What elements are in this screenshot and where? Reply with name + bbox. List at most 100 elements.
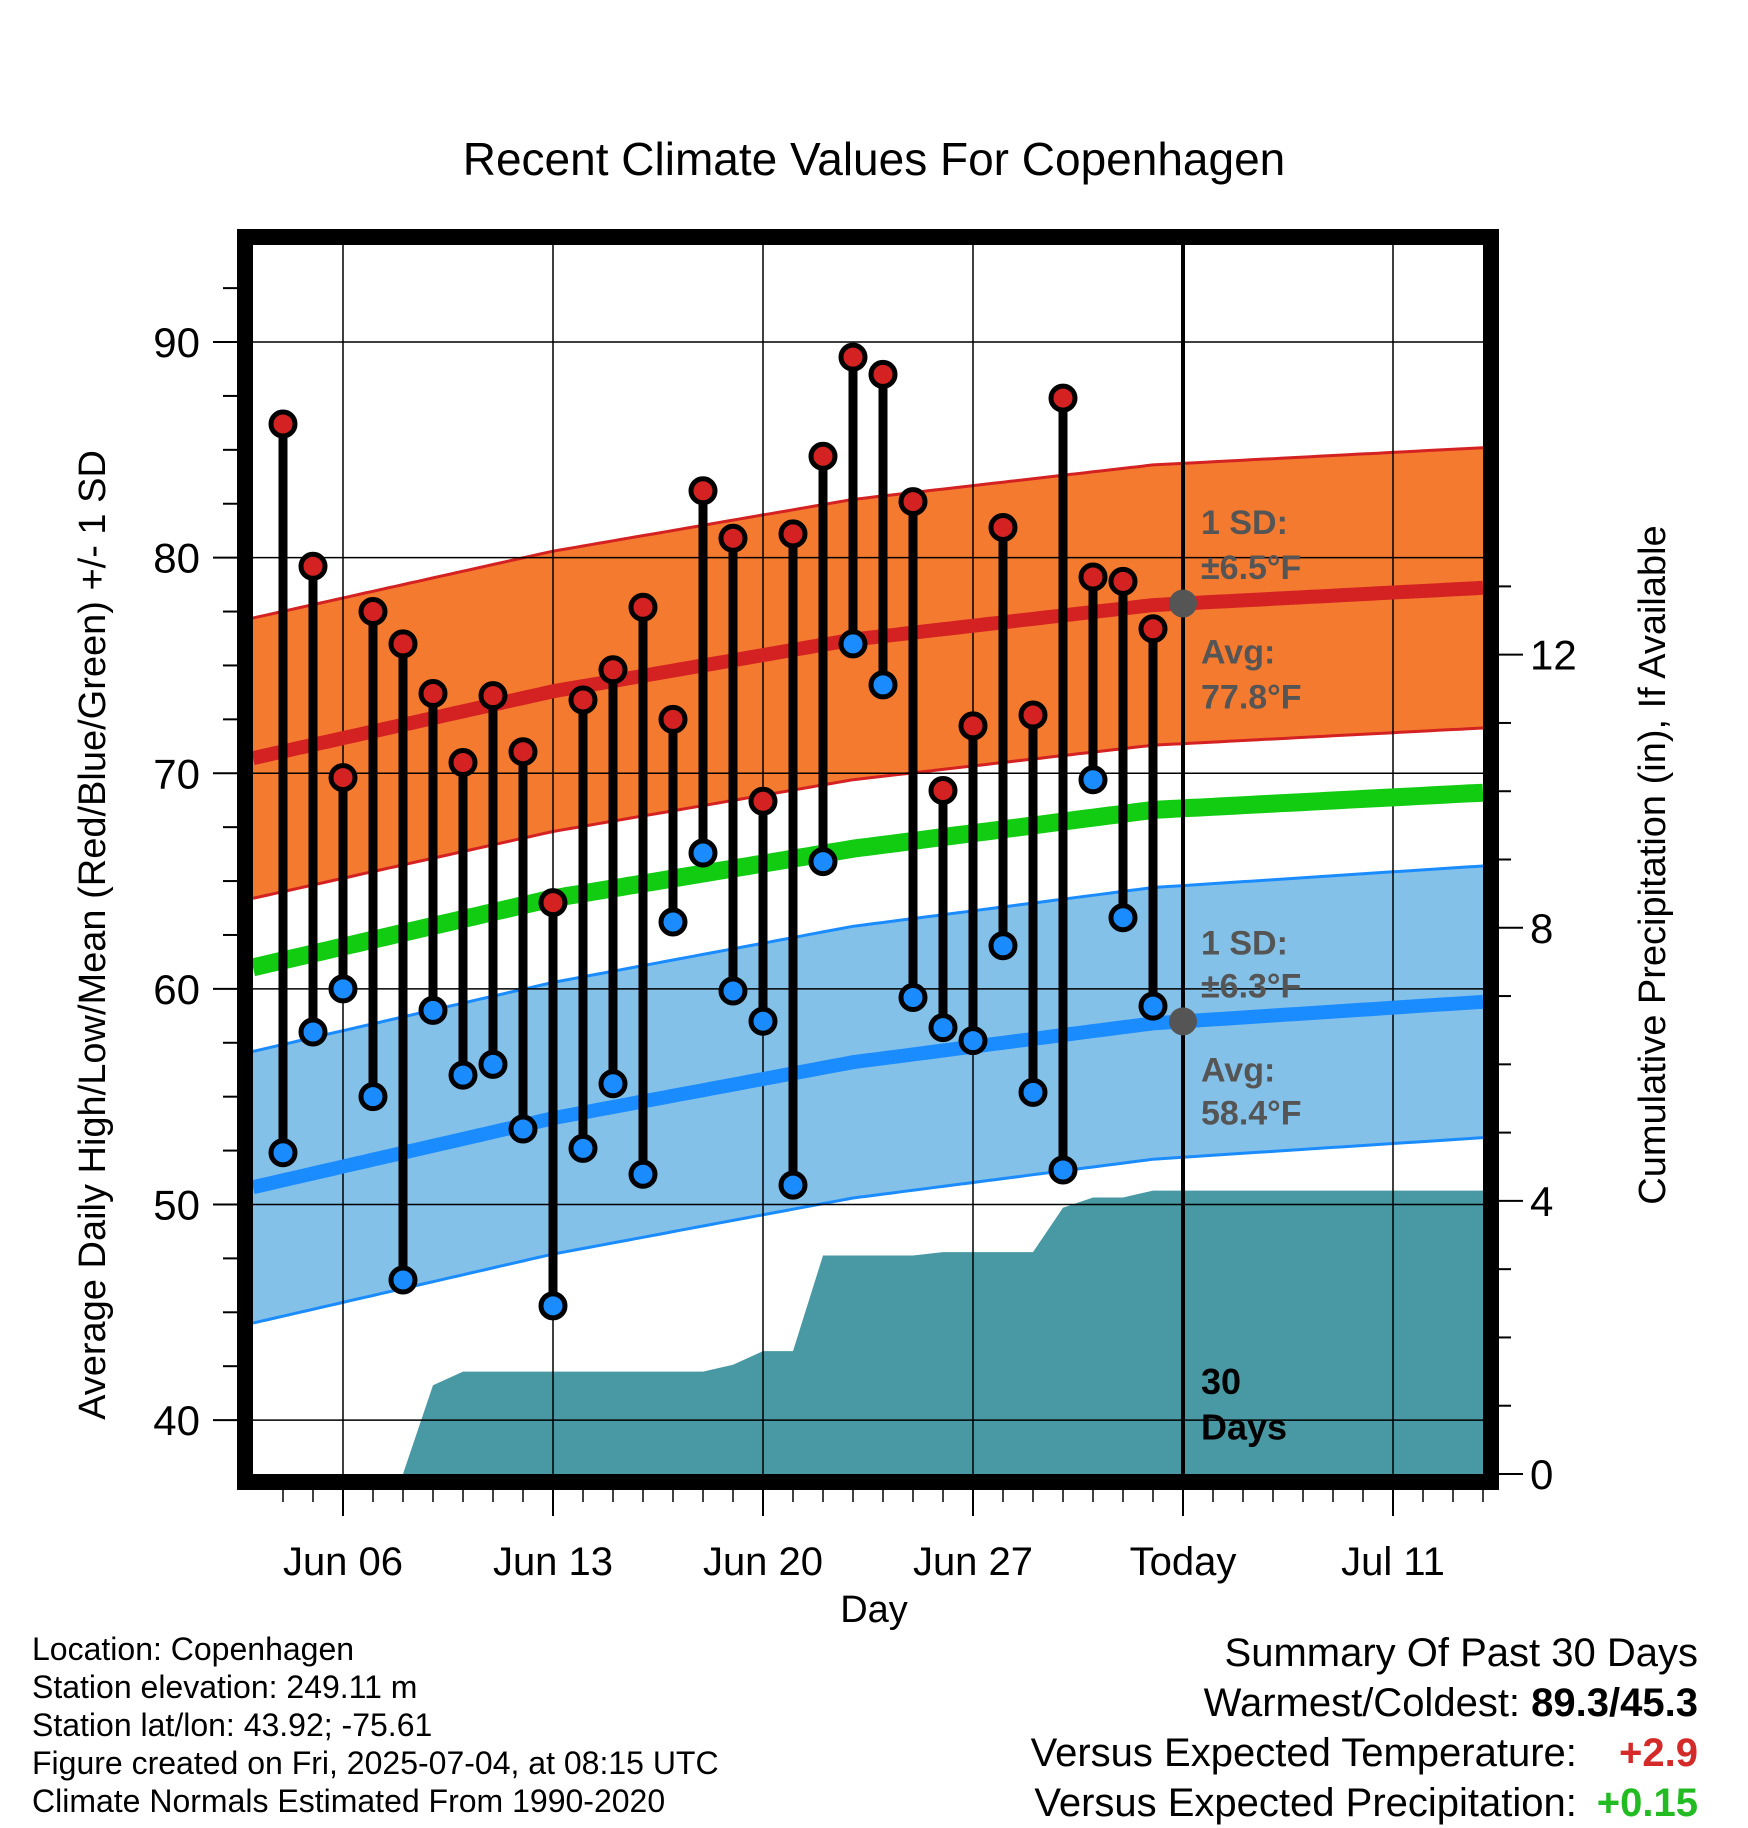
high-point xyxy=(538,888,568,918)
low-point xyxy=(358,1082,388,1112)
low-point xyxy=(328,974,358,1004)
low-point xyxy=(958,1026,988,1056)
plot-frame xyxy=(237,229,1499,1490)
low-point xyxy=(1108,903,1138,933)
y-axis-label: Average Daily High/Low/Mean (Red/Blue/Gr… xyxy=(72,450,114,1420)
high-point xyxy=(898,487,928,517)
created-text: Figure created on Fri, 2025-07-04, at 08… xyxy=(32,1745,719,1781)
low-point xyxy=(268,1138,298,1168)
low-avg-marker xyxy=(1169,1007,1197,1036)
high-point xyxy=(988,512,1018,542)
low-point xyxy=(508,1114,538,1144)
low-point xyxy=(718,976,748,1006)
low-point xyxy=(1138,991,1168,1021)
x-tick-label: Today xyxy=(1130,1540,1237,1584)
precip-label: Versus Expected Precipitation: xyxy=(1034,1781,1577,1825)
warmest-value: 89.3/45.3 xyxy=(1531,1681,1698,1725)
low-point xyxy=(928,1013,958,1043)
low-point xyxy=(868,670,898,700)
y2-tick-label: 0 xyxy=(1530,1451,1553,1498)
high-point xyxy=(628,592,658,622)
y-tick-label: 80 xyxy=(153,535,200,582)
high-point xyxy=(958,711,988,741)
low-sd-label: 1 SD: xyxy=(1201,924,1288,962)
low-point xyxy=(748,1006,778,1036)
high-point xyxy=(868,359,898,389)
high-point xyxy=(1048,383,1078,413)
low-point xyxy=(628,1159,658,1189)
low-normal-line xyxy=(253,994,1483,1195)
low-point xyxy=(598,1069,628,1099)
summary-panel: Summary Of Past 30 Days Warmest/Coldest:… xyxy=(1031,1628,1698,1828)
x-tick-label: Jun 27 xyxy=(913,1540,1033,1584)
high-point xyxy=(1078,562,1108,592)
axes: 40 50 60 70 80 90 0 4 8 12 Jun 06 Jun 13 Jun 20 Jun 2… xyxy=(153,229,1577,1584)
low-point xyxy=(298,1017,328,1047)
x-tick-label: Jun 06 xyxy=(283,1540,403,1584)
high-avg-value: 77.8°F xyxy=(1201,679,1302,717)
period-label-line2: Days xyxy=(1201,1407,1287,1448)
y2-tick-label: 4 xyxy=(1530,1178,1553,1225)
high-sd-upper-edge xyxy=(253,446,1483,620)
summary-warmest-row: Warmest/Coldest: 89.3/45.3 xyxy=(1031,1678,1698,1728)
high-point xyxy=(508,737,538,767)
high-sd-band xyxy=(253,447,1483,899)
elevation-text: Station elevation: 249.11 m xyxy=(32,1669,418,1705)
low-point xyxy=(808,847,838,877)
location-text: Location: Copenhagen xyxy=(32,1631,355,1667)
x-tick-label: Jun 20 xyxy=(703,1540,823,1584)
mean-normal-line xyxy=(253,783,1483,977)
high-point xyxy=(298,551,328,581)
x-axis-label: Day xyxy=(840,1589,908,1631)
high-sd-value: ±6.5°F xyxy=(1201,549,1301,587)
precip-area xyxy=(343,1190,1483,1474)
low-point xyxy=(1078,765,1108,795)
high-avg-marker xyxy=(1169,589,1197,618)
high-point xyxy=(748,786,778,816)
low-point xyxy=(688,838,718,868)
low-sd-value: ±6.3°F xyxy=(1201,967,1301,1005)
low-point xyxy=(1018,1077,1048,1107)
low-point xyxy=(538,1291,568,1321)
y2-tick-label: 12 xyxy=(1530,632,1577,679)
temp-label: Versus Expected Temperature: xyxy=(1030,1731,1577,1775)
low-point xyxy=(388,1265,418,1295)
summary-title: Summary Of Past 30 Days xyxy=(1224,1631,1698,1675)
y2-axis-label: Cumulative Precipitation (in), If Availa… xyxy=(1632,525,1674,1204)
x-tick-label: Jul 11 xyxy=(1341,1540,1445,1584)
low-point xyxy=(658,907,688,937)
high-point xyxy=(658,704,688,734)
low-point xyxy=(838,629,868,659)
high-point xyxy=(778,519,808,549)
high-point xyxy=(418,678,448,708)
high-point xyxy=(928,776,958,806)
warmest-label: Warmest/Coldest: xyxy=(1203,1681,1521,1725)
summary-temp-row: Versus Expected Temperature: +2.9 xyxy=(1031,1728,1698,1778)
high-point xyxy=(718,523,748,553)
y-tick-label: 60 xyxy=(153,966,200,1013)
low-sd-lower-edge xyxy=(253,1136,1483,1325)
period-label-line1: 30 xyxy=(1201,1361,1241,1402)
high-sd-label: 1 SD: xyxy=(1201,504,1288,542)
y-tick-label: 40 xyxy=(153,1397,200,1444)
high-point xyxy=(268,409,298,439)
temp-value: +2.9 xyxy=(1619,1731,1698,1775)
low-point xyxy=(568,1133,598,1163)
high-point xyxy=(388,629,418,659)
precip-value: +0.15 xyxy=(1596,1781,1698,1825)
high-point xyxy=(688,476,718,506)
low-point xyxy=(478,1049,508,1079)
high-sd-lower-edge xyxy=(253,726,1483,900)
low-sd-upper-edge xyxy=(253,864,1483,1053)
latlon-text: Station lat/lon: 43.92; -75.61 xyxy=(32,1707,433,1743)
high-point xyxy=(568,685,598,715)
high-point xyxy=(598,655,628,685)
low-point xyxy=(778,1170,808,1200)
high-point xyxy=(328,763,358,793)
plot-area: 1 SD: ±6.5°F Avg: 77.8°F 1 SD: ±6.3°F Avg: 58.4… xyxy=(253,245,1483,1474)
high-point xyxy=(448,747,478,777)
low-avg-label: Avg: xyxy=(1201,1052,1275,1090)
low-point xyxy=(1048,1155,1078,1185)
low-sd-band xyxy=(253,866,1483,1324)
